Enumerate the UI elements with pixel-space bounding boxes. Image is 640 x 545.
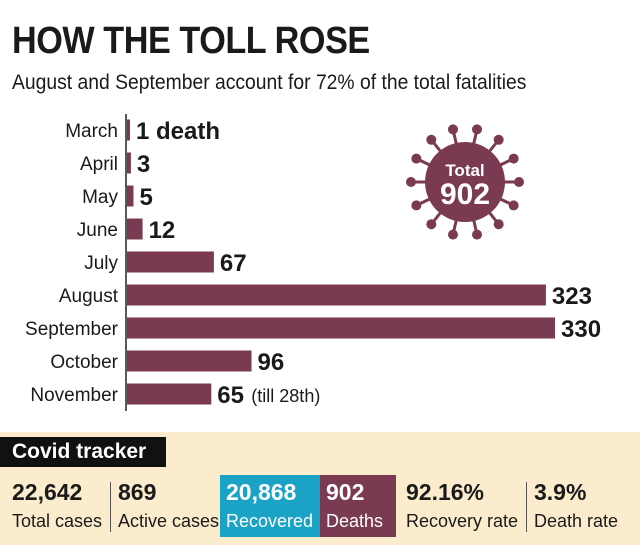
virus-spike-tip [411, 200, 422, 211]
annotation-label: (till 28th) [251, 386, 320, 406]
virus-spike-tip [426, 134, 437, 145]
stat-value: 3.9% [534, 479, 587, 505]
stat-death-rate: 3.9% Death rate [528, 475, 638, 537]
virus-spike [498, 158, 512, 167]
bar [127, 185, 134, 207]
virus-spike [498, 197, 512, 206]
tracker-title: Covid tracker [0, 437, 166, 467]
bar [127, 317, 555, 339]
bar [127, 383, 212, 405]
stat-recovery-rate: 92.16% Recovery rate [400, 475, 524, 537]
stat-total-cases: 22,642 Total cases [6, 475, 106, 537]
virus-spike [471, 218, 478, 233]
value-label: 67 [220, 250, 247, 277]
category-label: March [65, 121, 118, 142]
stat-value: 20,868 [226, 479, 297, 505]
bar [127, 284, 546, 306]
category-label: April [80, 154, 118, 175]
virus-spike [418, 158, 432, 167]
virus-spike [432, 210, 443, 223]
virus-spike-tip [508, 200, 519, 211]
bar [127, 350, 252, 372]
covid-tracker: Covid tracker 22,642 Total cases 869 Act… [0, 432, 640, 545]
value-label: 323 [552, 283, 592, 310]
stat-divider [110, 482, 111, 532]
value-label: 5 [139, 184, 152, 211]
virus-spike [432, 141, 443, 154]
stat-deaths: 902 Deaths [320, 475, 396, 537]
stat-label: Deaths [326, 511, 384, 531]
virus-spike-tip [406, 177, 416, 187]
bar [127, 119, 130, 141]
virus-spike [487, 210, 498, 223]
page-subtitle: August and September account for 72% of … [12, 71, 527, 94]
bar-chart: March 1 death April 3 May 5 June 12 July 67 August… [25, 114, 601, 411]
stat-value: 22,642 [12, 479, 83, 505]
virus-spike-tip [472, 229, 483, 240]
bar [127, 251, 214, 273]
value-label: 1 death [136, 118, 220, 145]
page-title: HOW THE TOLL ROSE [12, 20, 370, 62]
bar [127, 218, 143, 240]
category-label: July [84, 253, 118, 274]
virus-spike-tip [514, 177, 524, 187]
virus-spike-tip [508, 153, 519, 164]
value-label: 65 [217, 382, 244, 409]
virus-spike-tip [493, 219, 504, 230]
value-label: 12 [149, 217, 176, 244]
stat-label: Death rate [534, 511, 619, 531]
category-label: August [59, 286, 119, 307]
value-label: 330 [561, 316, 601, 343]
virus-spike [418, 197, 432, 206]
stat-active-cases: 869 Active cases [112, 475, 220, 537]
virus-spike [452, 218, 459, 233]
category-label: June [77, 220, 118, 241]
stat-divider [526, 482, 527, 532]
stat-recovered: 20,868 Recovered [220, 475, 320, 537]
stat-label: Recovery rate [406, 511, 519, 531]
stat-label: Recovered [226, 511, 314, 531]
badge-label: Total [445, 161, 484, 180]
virus-spike-tip [447, 124, 458, 135]
virus-spike-tip [411, 153, 422, 164]
virus-spike-tip [426, 219, 437, 230]
stat-value: 869 [118, 479, 157, 505]
virus-body [425, 142, 505, 222]
value-label: 3 [137, 151, 150, 178]
category-label: May [82, 187, 118, 208]
virus-spike-tip [447, 229, 458, 240]
category-label: November [30, 385, 118, 406]
stat-label: Active cases [118, 511, 220, 531]
badge-value: 902 [440, 178, 490, 211]
stat-value: 92.16% [406, 479, 485, 505]
bar [127, 152, 131, 174]
virus-spike [452, 131, 459, 146]
stat-label: Total cases [12, 511, 103, 531]
category-label: October [50, 352, 118, 373]
virus-spike-tip [472, 124, 483, 135]
virus-spike [471, 131, 478, 146]
virus-spike [487, 141, 498, 154]
stat-value: 902 [326, 479, 365, 505]
value-label: 96 [258, 349, 285, 376]
virus-spike-tip [493, 134, 504, 145]
category-label: September [25, 319, 119, 340]
